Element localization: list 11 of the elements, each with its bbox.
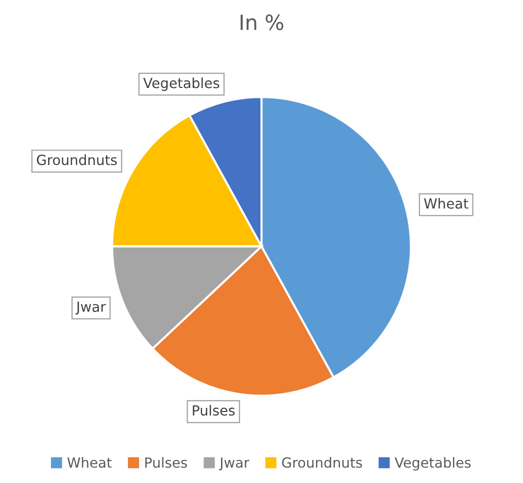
legend-label: Groundnuts <box>282 457 362 468</box>
chart-title: In % <box>240 14 284 30</box>
slice-label: Pulses <box>192 404 235 416</box>
slice-label: Wheat <box>424 198 468 209</box>
legend-label: Wheat <box>67 457 112 468</box>
legend-label: Pulses <box>145 457 188 468</box>
slice-label: Jwar <box>76 302 106 315</box>
legend-label: Jwar <box>218 457 250 470</box>
slice-label: Groundnuts <box>36 154 117 166</box>
slice-label: Vegetables <box>143 78 220 91</box>
legend-label: Vegetables <box>394 457 471 470</box>
